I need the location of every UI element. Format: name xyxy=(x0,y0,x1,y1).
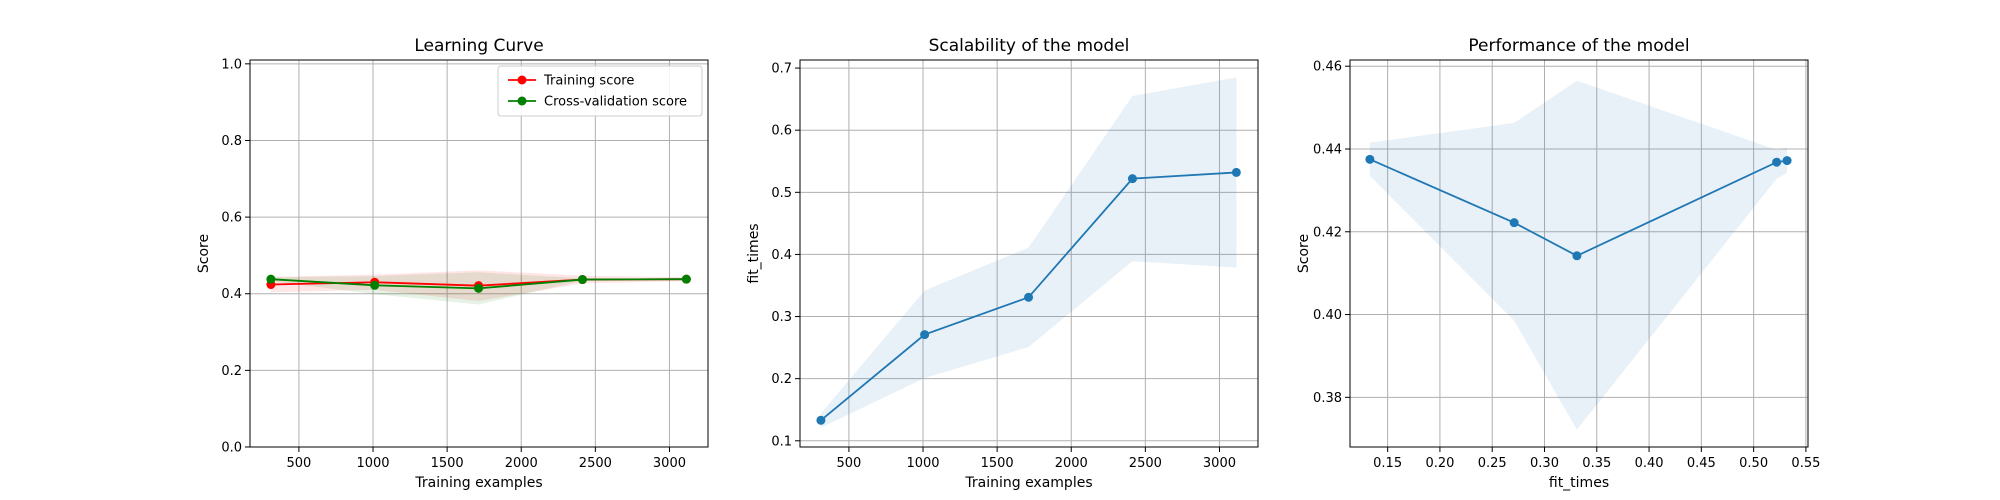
chart-title: Scalability of the model xyxy=(929,36,1130,56)
y-tick-label: 0.40 xyxy=(1313,308,1342,323)
x-axis-label: fit_times xyxy=(1549,475,1609,491)
y-tick-label: 0.42 xyxy=(1313,225,1342,240)
data-point xyxy=(816,415,826,425)
y-tick-label: 0.2 xyxy=(221,364,242,379)
y-tick-label: 0.0 xyxy=(221,441,242,456)
x-tick-label: 500 xyxy=(836,456,861,471)
x-tick-label: 2000 xyxy=(505,456,538,471)
chart-title: Performance of the model xyxy=(1468,36,1689,56)
y-tick-label: 1.0 xyxy=(221,57,242,72)
x-tick-label: 500 xyxy=(286,456,311,471)
y-tick-label: 0.7 xyxy=(771,62,792,77)
plot-frame xyxy=(1349,59,1809,448)
x-tick-label: 1500 xyxy=(431,456,464,471)
data-point xyxy=(1127,174,1137,184)
x-tick-label: 0.25 xyxy=(1478,456,1507,471)
x-tick-label: 0.15 xyxy=(1373,456,1402,471)
y-tick-label: 0.1 xyxy=(771,434,792,449)
data-point xyxy=(1365,154,1375,164)
chart-2: 500 1000 1500 2000 2500 3000 0.1 0.2 0.3 0.4 0.5 0.… xyxy=(746,36,1259,491)
y-axis-label: fit_times xyxy=(746,223,762,283)
y-axis-label: Score xyxy=(1296,234,1312,273)
y-tick-label: 0.4 xyxy=(771,248,792,263)
data-point xyxy=(266,274,276,284)
x-tick-label: 0.50 xyxy=(1739,456,1768,471)
data-point xyxy=(474,283,484,293)
y-tick-label: 0.38 xyxy=(1313,391,1342,406)
confidence-band xyxy=(820,77,1237,428)
chart-3: 0.15 0.20 0.25 0.30 0.35 0.40 0.45 0.50 0.55 0.38… xyxy=(1296,36,1820,491)
plot-frame xyxy=(799,59,1259,448)
legend-swatch-marker xyxy=(517,75,527,85)
data-point xyxy=(577,275,587,285)
x-tick-label: 0.55 xyxy=(1791,456,1820,471)
legend-swatch-marker xyxy=(517,96,527,106)
x-tick-label: 3000 xyxy=(653,456,686,471)
x-tick-label: 0.30 xyxy=(1530,456,1559,471)
y-tick-label: 0.46 xyxy=(1313,60,1342,75)
x-tick-label: 1000 xyxy=(356,456,389,471)
legend: Training score Cross-validation score xyxy=(497,65,703,117)
y-tick-label: 0.6 xyxy=(771,124,792,139)
legend-entry-cross-validation-score: Cross-validation score xyxy=(544,95,687,110)
plot-frame xyxy=(249,59,709,448)
data-point xyxy=(370,280,380,290)
y-tick-label: 0.6 xyxy=(221,211,242,226)
x-tick-label: 2500 xyxy=(1129,456,1162,471)
chart-title: Learning Curve xyxy=(414,36,543,56)
data-point xyxy=(1231,167,1241,177)
data-point xyxy=(681,274,691,284)
y-tick-label: 0.3 xyxy=(771,310,792,325)
x-tick-label: 2000 xyxy=(1055,456,1088,471)
y-tick-label: 0.5 xyxy=(771,186,792,201)
y-axis-label: Score xyxy=(196,234,212,273)
legend-entry-training-score: Training score xyxy=(543,74,634,89)
y-tick-label: 0.8 xyxy=(221,134,242,149)
x-tick-label: 3000 xyxy=(1203,456,1236,471)
data-point xyxy=(1024,292,1034,302)
data-point xyxy=(1509,218,1519,228)
x-tick-label: 0.45 xyxy=(1687,456,1716,471)
data-point xyxy=(1782,156,1792,166)
x-tick-label: 2500 xyxy=(579,456,612,471)
x-tick-label: 1500 xyxy=(981,456,1014,471)
x-axis-label: Training examples xyxy=(414,475,542,491)
y-tick-label: 0.2 xyxy=(771,372,792,387)
x-tick-label: 0.20 xyxy=(1425,456,1454,471)
chart-1: 500 1000 1500 2000 2500 3000 0.0 0.2 0.4 0.6 0.8 1.… xyxy=(196,36,709,491)
y-tick-label: 0.44 xyxy=(1313,142,1342,157)
x-tick-label: 1000 xyxy=(906,456,939,471)
data-point xyxy=(1772,157,1782,167)
x-axis-label: Training examples xyxy=(964,475,1092,491)
x-tick-label: 0.35 xyxy=(1582,456,1611,471)
data-point xyxy=(920,330,930,340)
data-point xyxy=(1572,251,1582,261)
x-tick-label: 0.40 xyxy=(1635,456,1664,471)
legend-box xyxy=(497,65,703,117)
y-tick-label: 0.4 xyxy=(221,287,242,302)
